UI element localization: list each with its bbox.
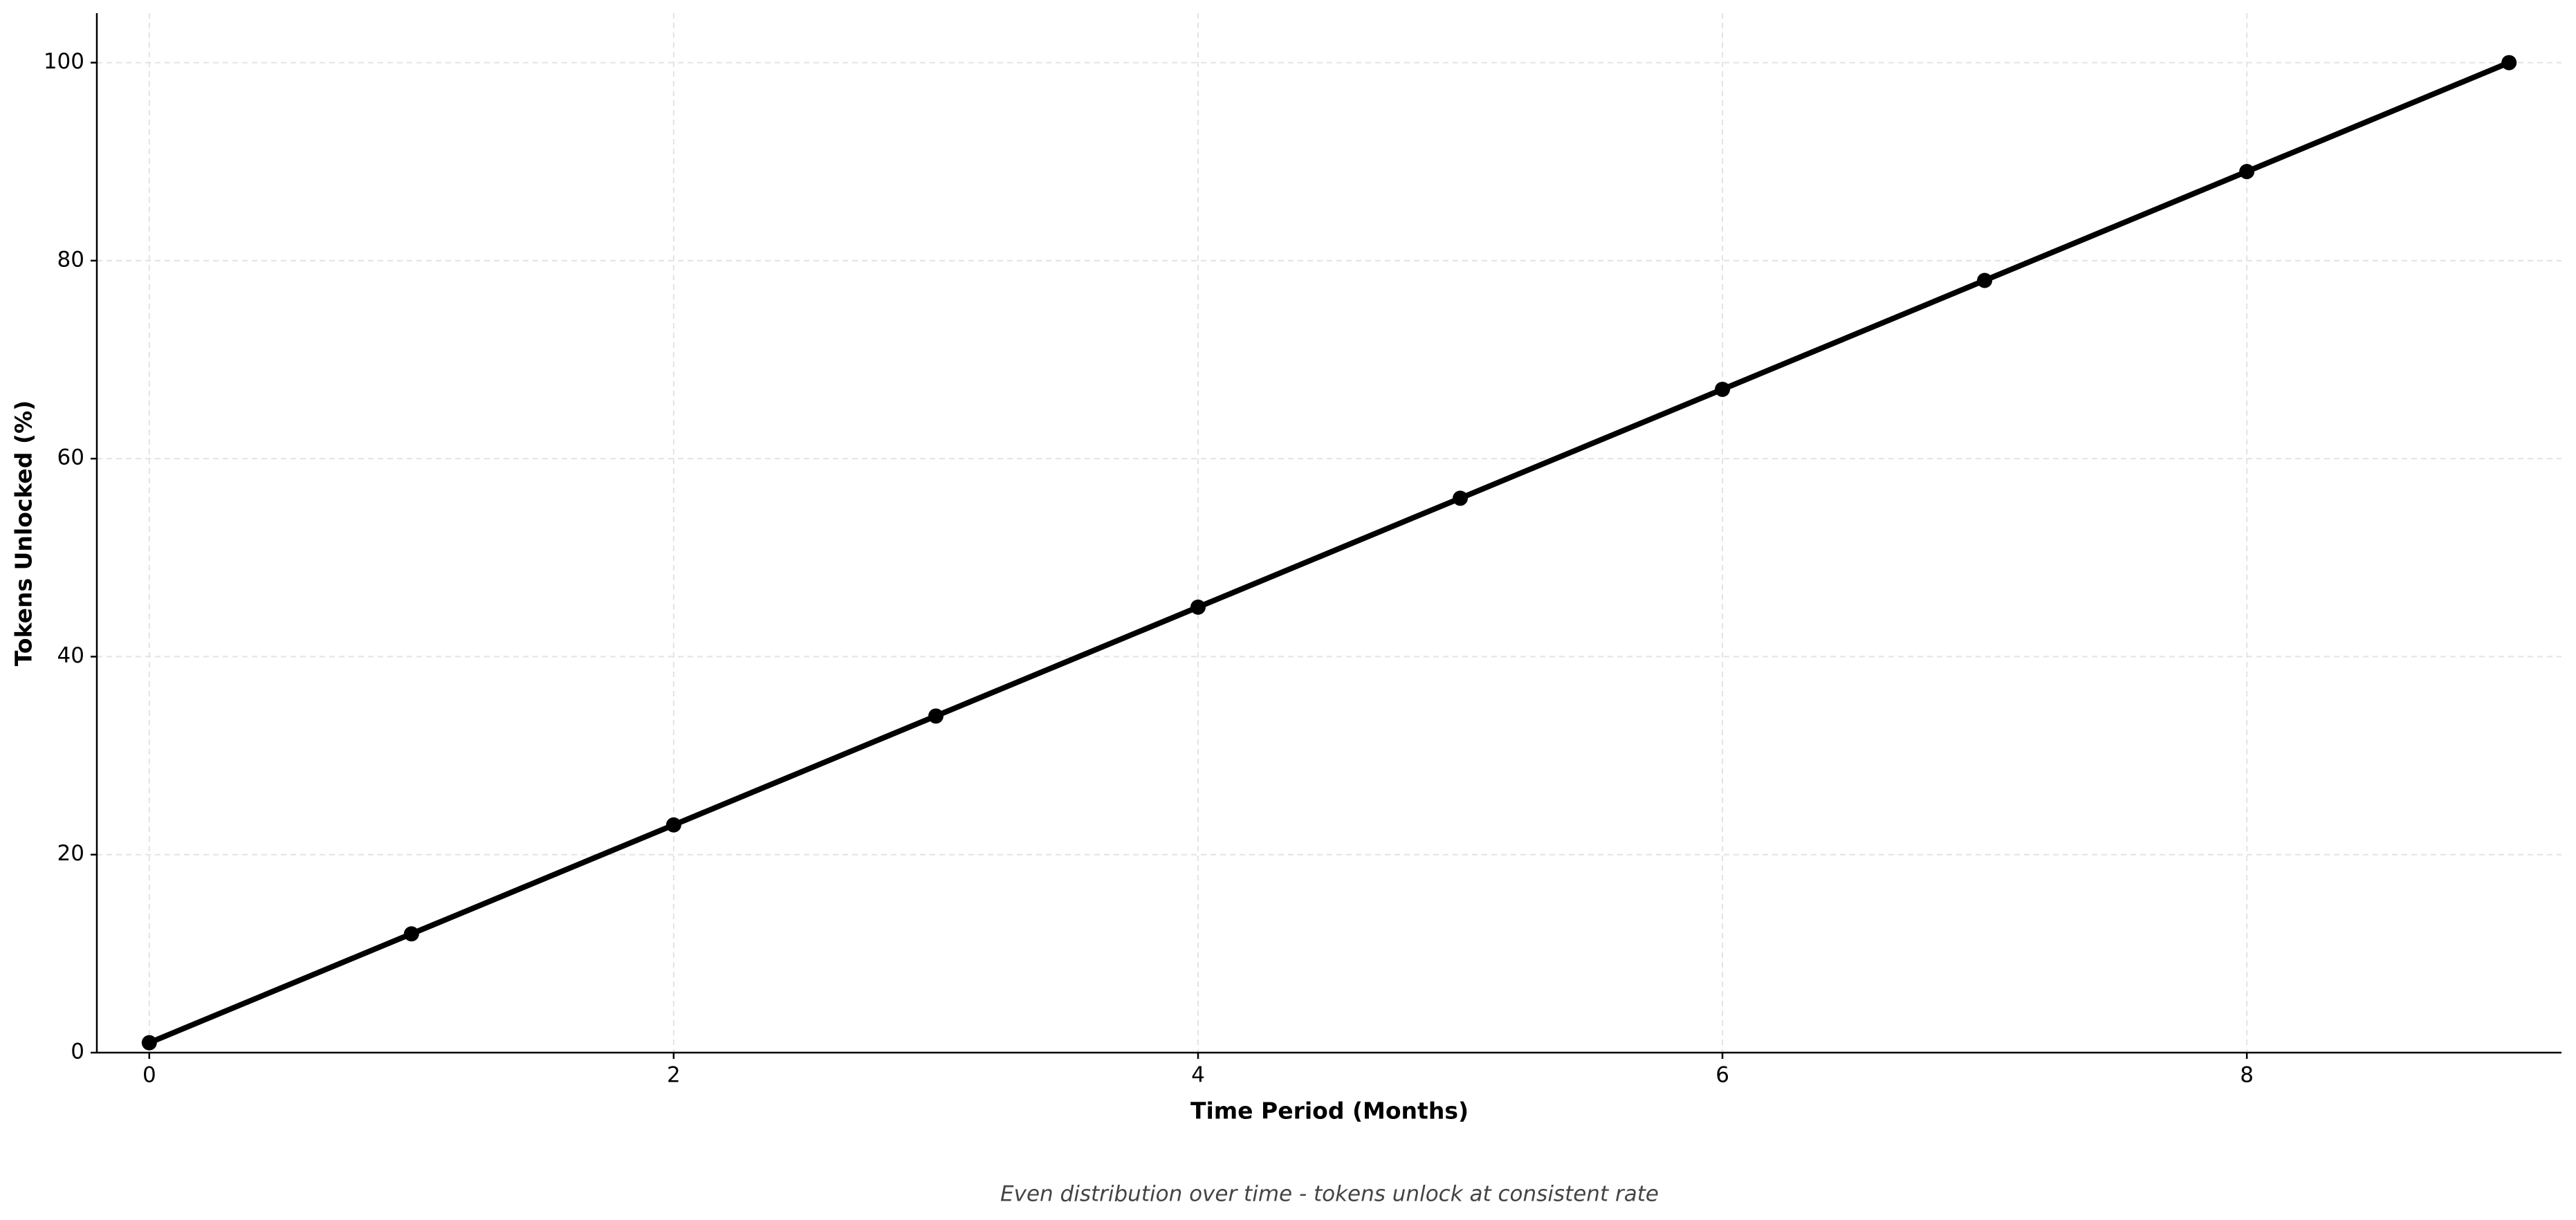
marker <box>1190 599 1206 615</box>
x-tick-label: 8 <box>2240 1063 2254 1088</box>
y-tick-label: 40 <box>57 643 84 668</box>
marker <box>141 1035 157 1051</box>
x-tick-label: 2 <box>667 1063 681 1088</box>
marker <box>1715 381 1731 397</box>
caption: Even distribution over time - tokens unl… <box>1000 1182 1659 1207</box>
y-axis-label: Tokens Unlocked (%) <box>10 400 37 666</box>
marker <box>1453 490 1469 506</box>
marker <box>665 817 681 833</box>
marker <box>2239 164 2255 180</box>
x-tick-label: 0 <box>142 1063 156 1088</box>
y-tick-label: 80 <box>57 247 84 272</box>
marker <box>928 708 944 724</box>
y-tick-label: 100 <box>44 49 84 74</box>
marker <box>2501 55 2517 71</box>
y-tick-label: 20 <box>57 841 84 866</box>
marker <box>1977 272 1993 288</box>
x-tick-label: 4 <box>1191 1063 1205 1088</box>
y-tick-label: 60 <box>57 445 84 470</box>
y-tick-label: 0 <box>71 1039 84 1064</box>
marker <box>403 926 419 942</box>
x-tick-label: 6 <box>1715 1063 1729 1088</box>
line <box>148 59 2510 1046</box>
x-axis-label: Time Period (Months) <box>1190 1098 1469 1125</box>
